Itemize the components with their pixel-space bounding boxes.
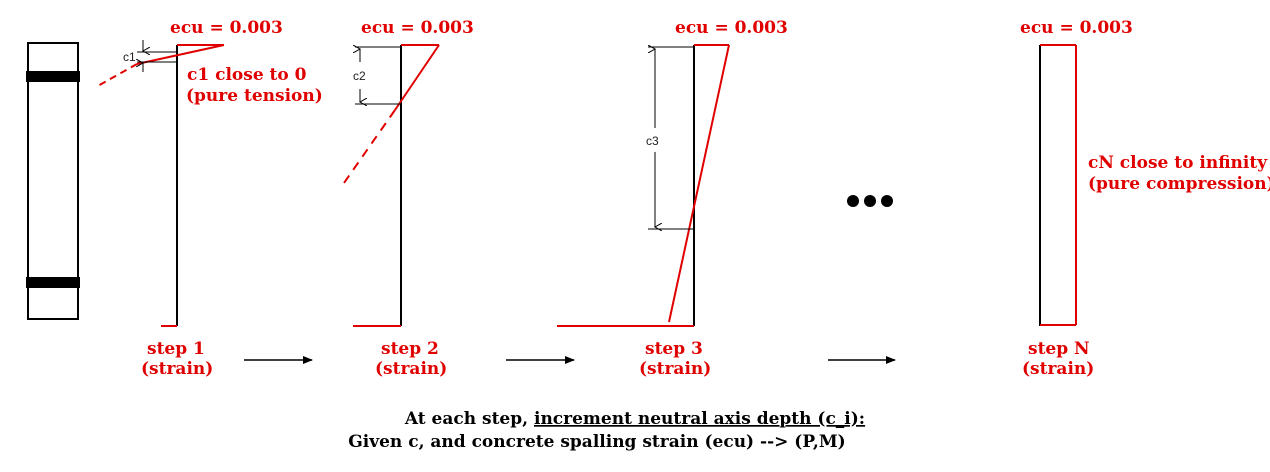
- step-1-c-label: c1: [123, 50, 136, 64]
- column-outline: [27, 42, 79, 320]
- caption-line-1: At each step, increment neutral axis dep…: [404, 409, 865, 429]
- step-1-sub: (strain): [141, 359, 213, 379]
- step-3-ecu-label: ecu = 0.003: [675, 18, 788, 38]
- step-2-ecu-label: ecu = 0.003: [361, 18, 474, 38]
- step-3-name: step 3: [645, 339, 703, 359]
- step-1-strain-extension: [95, 63, 138, 88]
- step-2-c-label: c2: [353, 69, 366, 83]
- step-1-diagram: ecu = 0.003 c1 c1 close to 0 (pure tensi…: [95, 18, 323, 379]
- step-n-name: step N: [1028, 339, 1090, 359]
- ellipsis-dots: [847, 195, 893, 207]
- step-2-diagram: ecu = 0.003 c2 step 2 (strain): [343, 18, 474, 379]
- step-n-ecu-label: ecu = 0.003: [1020, 18, 1133, 38]
- step-3-c-label: c3: [646, 134, 659, 148]
- step-2-name: step 2: [381, 339, 439, 359]
- step-n-sub: (strain): [1022, 359, 1094, 379]
- step-2-c-dimension: [355, 47, 401, 104]
- step-3-c-dimension: [648, 47, 694, 229]
- step-n-note-line2: (pure compression): [1088, 174, 1270, 194]
- step-1-note-line1: c1 close to 0: [187, 65, 307, 85]
- step-2-sub: (strain): [375, 359, 447, 379]
- caption-prefix: At each step,: [404, 409, 534, 429]
- step-1-strain-line: [136, 44, 225, 65]
- step-n-note-line1: cN close to infinity: [1088, 153, 1268, 173]
- step-1-name: step 1: [147, 339, 205, 359]
- step-1-c-dimension: [137, 40, 177, 72]
- step-2-strain-line: [394, 44, 440, 111]
- step-3-sub: (strain): [639, 359, 711, 379]
- step-1-ecu-label: ecu = 0.003: [170, 18, 283, 38]
- top-rebar: [26, 71, 80, 82]
- step-n-diagram: ecu = 0.003 cN close to infinity (pure c…: [1020, 18, 1270, 379]
- step-1-note-line2: (pure tension): [186, 86, 323, 106]
- caption-underlined: increment neutral axis depth (c_i):: [534, 409, 865, 429]
- bottom-rebar: [26, 277, 80, 288]
- step-3-strain-line: [668, 44, 730, 323]
- step-3-diagram: ecu = 0.003 c3 step 3 (strain): [557, 18, 788, 379]
- step-2-strain-extension: [343, 109, 396, 184]
- caption-line-2: Given c, and concrete spalling strain (e…: [348, 432, 845, 452]
- column-section: [26, 42, 80, 320]
